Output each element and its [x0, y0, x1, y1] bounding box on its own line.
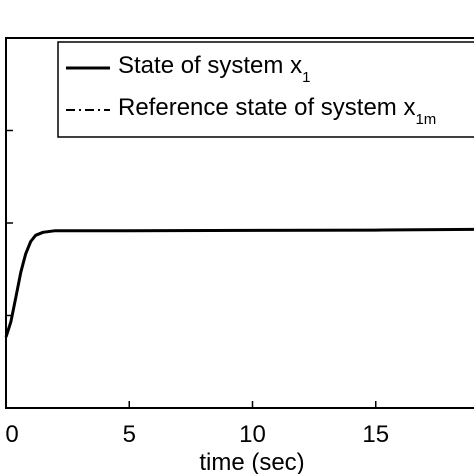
- x-tick-label-0: 0: [5, 421, 18, 448]
- x-tick-label-2: 10: [239, 421, 266, 448]
- legend-label-state: State of system x1: [118, 52, 310, 86]
- series-line-1: [5, 228, 474, 338]
- legend-label-reference-subscript: 1m: [415, 111, 436, 128]
- legend-label-reference-text: Reference state of system x: [118, 94, 415, 121]
- y-axis-ticks: [6, 37, 13, 409]
- x-axis-label: time (sec): [199, 449, 304, 474]
- x-axis-ticks: 0 5 10 15: [5, 401, 389, 448]
- legend: State of system x1 Reference state of sy…: [57, 41, 474, 138]
- x-tick-label-3: 15: [362, 421, 389, 448]
- legend-label-reference: Reference state of system x1m: [118, 94, 436, 128]
- series-layer: [4, 227, 474, 338]
- legend-label-state-text: State of system x: [118, 52, 302, 79]
- legend-label-state-subscript: 1: [302, 69, 310, 86]
- x-tick-label-1: 5: [123, 421, 136, 448]
- series-line-0: [4, 227, 474, 338]
- legend-box: [57, 41, 474, 138]
